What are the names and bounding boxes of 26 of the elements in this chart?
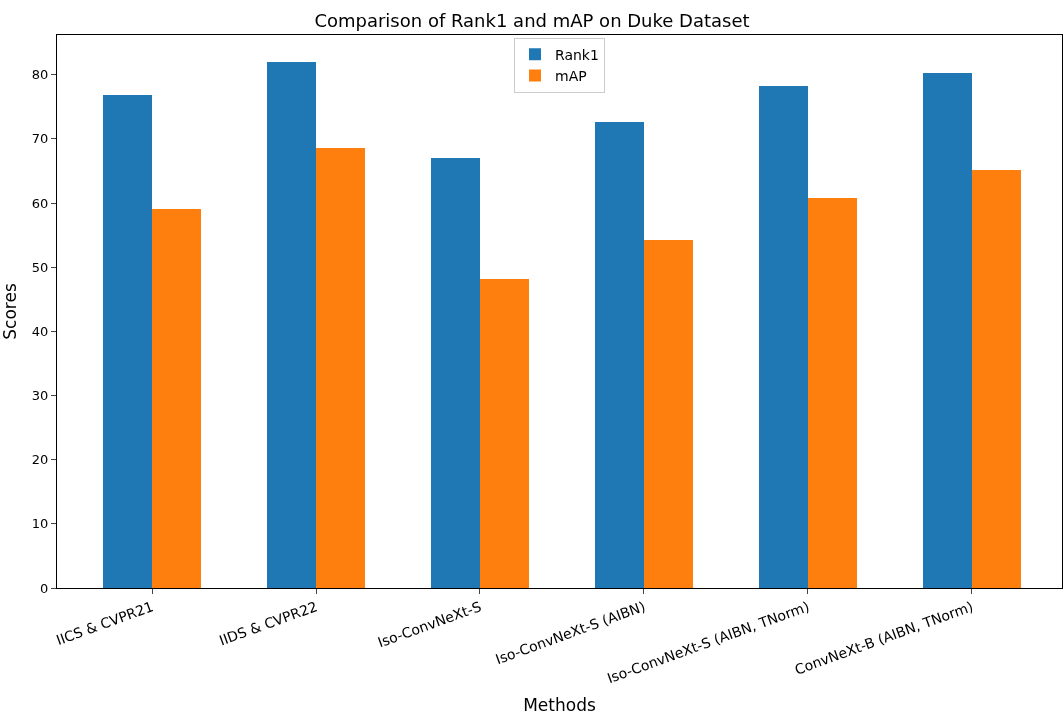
y-tick-label: 0	[40, 580, 49, 596]
chart-title: Comparison of Rank1 and mAP on Duke Dataset	[314, 9, 750, 31]
y-tick-label: 50	[31, 259, 49, 275]
legend-label: Rank1	[555, 46, 599, 63]
bar	[923, 73, 972, 588]
legend-label: mAP	[555, 68, 587, 85]
y-tick-label: 30	[31, 388, 49, 404]
y-tick-label: 70	[31, 131, 49, 147]
y-tick-label: 60	[31, 195, 49, 211]
bar	[759, 86, 808, 588]
y-tick-label: 10	[31, 516, 49, 532]
bar	[431, 158, 480, 588]
y-tick-label: 20	[31, 452, 49, 468]
x-axis-title: Methods	[523, 695, 596, 715]
bar	[267, 62, 316, 588]
bar	[644, 240, 693, 588]
y-tick-label: 80	[31, 67, 49, 83]
bar	[595, 122, 644, 588]
y-tick-label: 40	[31, 323, 49, 339]
bar	[972, 170, 1021, 588]
bar	[480, 279, 529, 588]
bar	[808, 198, 857, 588]
bar	[316, 148, 365, 588]
bar	[103, 95, 152, 588]
y-axis-title: Scores	[0, 283, 20, 340]
bar	[152, 209, 201, 588]
